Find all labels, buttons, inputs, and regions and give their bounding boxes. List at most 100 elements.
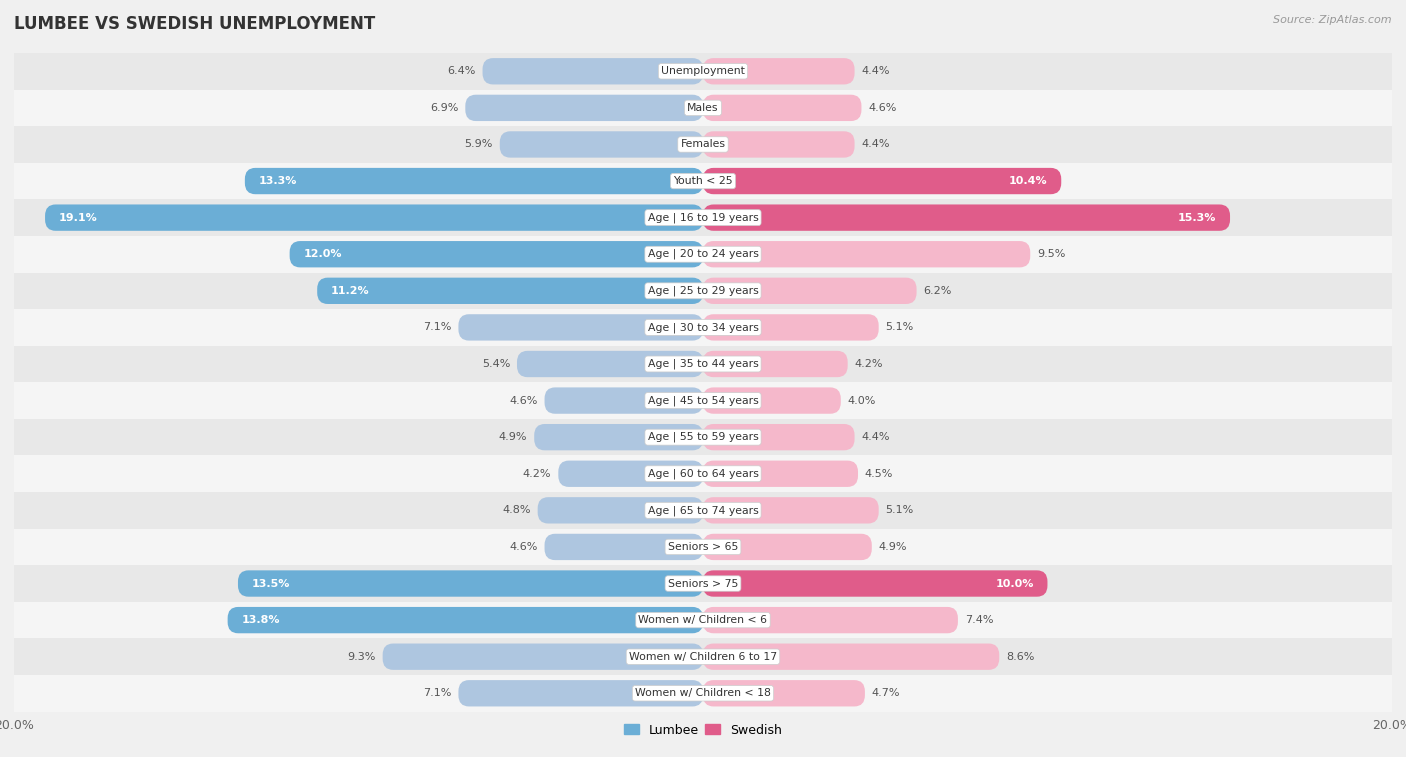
Bar xyxy=(14,163,1392,199)
Text: 4.6%: 4.6% xyxy=(869,103,897,113)
Text: Age | 65 to 74 years: Age | 65 to 74 years xyxy=(648,505,758,516)
Text: 4.2%: 4.2% xyxy=(523,469,551,478)
Text: Seniors > 65: Seniors > 65 xyxy=(668,542,738,552)
Text: Age | 35 to 44 years: Age | 35 to 44 years xyxy=(648,359,758,369)
FancyBboxPatch shape xyxy=(703,131,855,157)
Text: Age | 30 to 34 years: Age | 30 to 34 years xyxy=(648,322,758,332)
FancyBboxPatch shape xyxy=(228,607,703,634)
Text: Age | 60 to 64 years: Age | 60 to 64 years xyxy=(648,469,758,479)
FancyBboxPatch shape xyxy=(458,680,703,706)
Text: 4.9%: 4.9% xyxy=(499,432,527,442)
FancyBboxPatch shape xyxy=(245,168,703,195)
FancyBboxPatch shape xyxy=(703,497,879,524)
FancyBboxPatch shape xyxy=(703,314,879,341)
FancyBboxPatch shape xyxy=(703,460,858,487)
Text: 8.6%: 8.6% xyxy=(1007,652,1035,662)
Text: 5.1%: 5.1% xyxy=(886,506,914,516)
Bar xyxy=(14,492,1392,528)
Text: 5.9%: 5.9% xyxy=(464,139,494,149)
Bar xyxy=(14,236,1392,273)
Bar xyxy=(14,273,1392,309)
Text: 7.4%: 7.4% xyxy=(965,615,993,625)
Bar xyxy=(14,638,1392,675)
FancyBboxPatch shape xyxy=(558,460,703,487)
Text: 9.3%: 9.3% xyxy=(347,652,375,662)
Text: 7.1%: 7.1% xyxy=(423,322,451,332)
FancyBboxPatch shape xyxy=(517,350,703,377)
Bar xyxy=(14,456,1392,492)
Text: 15.3%: 15.3% xyxy=(1178,213,1216,223)
FancyBboxPatch shape xyxy=(458,314,703,341)
Text: 6.2%: 6.2% xyxy=(924,286,952,296)
Text: 10.4%: 10.4% xyxy=(1010,176,1047,186)
Bar xyxy=(14,199,1392,236)
Text: Age | 25 to 29 years: Age | 25 to 29 years xyxy=(648,285,758,296)
Text: 5.1%: 5.1% xyxy=(886,322,914,332)
FancyBboxPatch shape xyxy=(703,570,1047,597)
Text: 4.8%: 4.8% xyxy=(502,506,531,516)
Text: Women w/ Children < 6: Women w/ Children < 6 xyxy=(638,615,768,625)
Text: 4.0%: 4.0% xyxy=(848,396,876,406)
FancyBboxPatch shape xyxy=(465,95,703,121)
FancyBboxPatch shape xyxy=(703,278,917,304)
FancyBboxPatch shape xyxy=(703,643,1000,670)
Bar xyxy=(14,89,1392,126)
Bar xyxy=(14,419,1392,456)
Text: 5.4%: 5.4% xyxy=(482,359,510,369)
FancyBboxPatch shape xyxy=(703,607,957,634)
FancyBboxPatch shape xyxy=(703,241,1031,267)
Text: Seniors > 75: Seniors > 75 xyxy=(668,578,738,588)
Text: 4.9%: 4.9% xyxy=(879,542,907,552)
FancyBboxPatch shape xyxy=(537,497,703,524)
Bar xyxy=(14,602,1392,638)
Text: 4.4%: 4.4% xyxy=(862,432,890,442)
Text: 11.2%: 11.2% xyxy=(330,286,370,296)
Text: Males: Males xyxy=(688,103,718,113)
Text: 4.7%: 4.7% xyxy=(872,688,900,698)
Text: Source: ZipAtlas.com: Source: ZipAtlas.com xyxy=(1274,15,1392,25)
Bar xyxy=(14,53,1392,89)
FancyBboxPatch shape xyxy=(703,204,1230,231)
Legend: Lumbee, Swedish: Lumbee, Swedish xyxy=(619,718,787,742)
Bar xyxy=(14,346,1392,382)
FancyBboxPatch shape xyxy=(499,131,703,157)
Text: 4.4%: 4.4% xyxy=(862,139,890,149)
FancyBboxPatch shape xyxy=(703,168,1062,195)
Text: 13.8%: 13.8% xyxy=(242,615,280,625)
FancyBboxPatch shape xyxy=(45,204,703,231)
Text: 4.5%: 4.5% xyxy=(865,469,893,478)
FancyBboxPatch shape xyxy=(544,388,703,414)
FancyBboxPatch shape xyxy=(703,388,841,414)
Text: 13.3%: 13.3% xyxy=(259,176,297,186)
Bar xyxy=(14,309,1392,346)
Text: Age | 55 to 59 years: Age | 55 to 59 years xyxy=(648,432,758,442)
FancyBboxPatch shape xyxy=(382,643,703,670)
Text: 4.6%: 4.6% xyxy=(509,396,537,406)
Text: 4.2%: 4.2% xyxy=(855,359,883,369)
FancyBboxPatch shape xyxy=(703,58,855,85)
FancyBboxPatch shape xyxy=(703,350,848,377)
Text: LUMBEE VS SWEDISH UNEMPLOYMENT: LUMBEE VS SWEDISH UNEMPLOYMENT xyxy=(14,15,375,33)
Text: 10.0%: 10.0% xyxy=(995,578,1033,588)
Text: Age | 20 to 24 years: Age | 20 to 24 years xyxy=(648,249,758,260)
Text: 6.9%: 6.9% xyxy=(430,103,458,113)
Text: 13.5%: 13.5% xyxy=(252,578,290,588)
FancyBboxPatch shape xyxy=(703,680,865,706)
Text: 4.6%: 4.6% xyxy=(509,542,537,552)
FancyBboxPatch shape xyxy=(703,95,862,121)
Text: 6.4%: 6.4% xyxy=(447,67,475,76)
Text: Age | 45 to 54 years: Age | 45 to 54 years xyxy=(648,395,758,406)
Text: Unemployment: Unemployment xyxy=(661,67,745,76)
Text: Age | 16 to 19 years: Age | 16 to 19 years xyxy=(648,213,758,223)
Bar xyxy=(14,126,1392,163)
FancyBboxPatch shape xyxy=(482,58,703,85)
Text: Women w/ Children 6 to 17: Women w/ Children 6 to 17 xyxy=(628,652,778,662)
FancyBboxPatch shape xyxy=(534,424,703,450)
FancyBboxPatch shape xyxy=(703,424,855,450)
Bar xyxy=(14,565,1392,602)
Text: 12.0%: 12.0% xyxy=(304,249,342,259)
Bar xyxy=(14,528,1392,565)
Text: 7.1%: 7.1% xyxy=(423,688,451,698)
FancyBboxPatch shape xyxy=(290,241,703,267)
Text: 9.5%: 9.5% xyxy=(1038,249,1066,259)
